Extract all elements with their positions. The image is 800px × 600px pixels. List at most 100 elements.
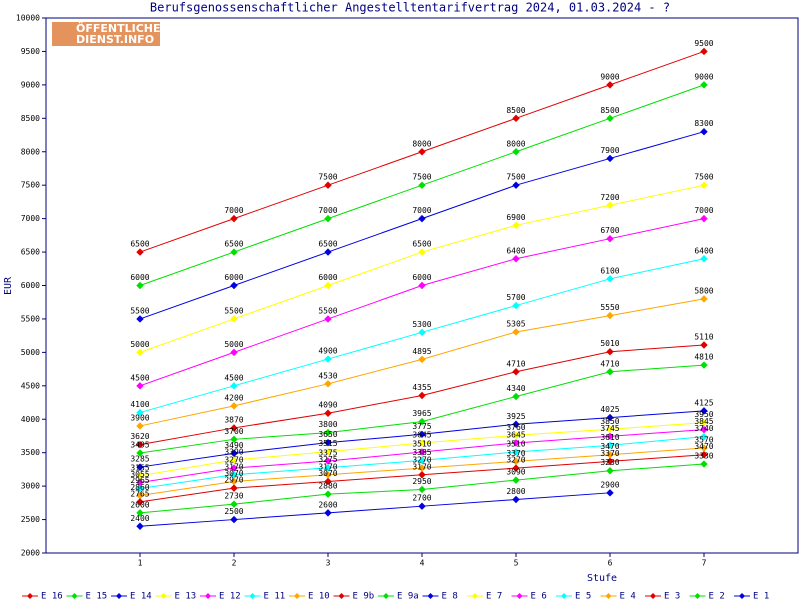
point	[324, 409, 332, 417]
data-label: 2970	[224, 476, 243, 485]
series: 6500 7000 7500 8000 8500 9000 9500 E_16	[22, 39, 714, 600]
legend-label: E_12	[219, 592, 241, 600]
y-tick-label: 9000	[21, 80, 40, 89]
data-label: 3850	[600, 417, 619, 426]
data-label: 5000	[130, 340, 149, 349]
point	[230, 484, 238, 492]
point	[606, 311, 614, 320]
data-label: 4710	[600, 359, 619, 368]
data-label: 2950	[412, 477, 431, 486]
data-label: 8500	[600, 106, 619, 115]
data-label: 3385	[412, 448, 431, 457]
data-label: 7200	[600, 193, 619, 202]
legend-marker	[294, 593, 300, 599]
logo-line: ÖFFENTLICHER	[76, 21, 169, 35]
y-tick-label: 7500	[21, 181, 40, 190]
x-tick-label: 4	[420, 559, 425, 568]
point	[418, 328, 426, 337]
legend-label: E_11	[264, 592, 286, 600]
data-label: 3510	[506, 440, 525, 449]
data-label: 2965	[130, 476, 149, 485]
point	[230, 424, 238, 432]
point	[418, 281, 426, 290]
data-label: 3375	[318, 449, 337, 458]
point	[512, 148, 520, 156]
legend-marker	[27, 593, 33, 599]
data-label: 3090	[506, 468, 525, 477]
point	[512, 431, 520, 440]
point	[324, 315, 332, 323]
x-axis-label: Stufe	[587, 573, 617, 584]
data-label: 4100	[130, 400, 149, 409]
point	[512, 495, 520, 504]
chart-title: Berufsgenossenschaftlicher Angestelltent…	[150, 1, 670, 15]
point	[418, 502, 426, 510]
legend-label: E_15	[86, 592, 108, 600]
data-label: 8500	[506, 106, 525, 115]
data-label: 3470	[600, 442, 619, 451]
series: 4100 4500 4900 5300 5700 6100 6400 E_11	[130, 246, 713, 600]
point	[700, 425, 708, 434]
point	[230, 382, 238, 390]
data-label: 3170	[412, 462, 431, 471]
legend-label: E_1	[753, 592, 769, 600]
point	[512, 368, 520, 376]
point	[136, 522, 144, 530]
data-label: 4500	[130, 373, 149, 382]
logo-box	[52, 22, 160, 46]
legend-marker	[605, 593, 612, 599]
y-tick-label: 5000	[21, 348, 40, 357]
point	[606, 368, 614, 376]
data-label: 7000	[224, 206, 243, 215]
legend-label: E_7	[486, 592, 502, 600]
point	[700, 432, 708, 441]
legend-marker	[205, 593, 211, 599]
point	[700, 47, 708, 56]
data-label: 4200	[224, 393, 243, 402]
data-label: 3965	[412, 409, 431, 418]
data-label: 5300	[412, 320, 431, 329]
legend-label: E_6	[531, 592, 547, 600]
y-tick-label: 10000	[16, 14, 40, 23]
data-label: 2900	[600, 480, 619, 489]
data-label: 4125	[694, 398, 713, 407]
point	[230, 515, 238, 524]
point	[606, 425, 614, 433]
legend-label: E_5	[575, 592, 591, 600]
point	[230, 402, 238, 410]
data-label: 5550	[600, 303, 619, 312]
point	[512, 181, 520, 189]
data-label: 3230	[600, 458, 619, 467]
y-tick-label: 2000	[21, 549, 40, 558]
point	[324, 438, 332, 447]
data-label: 8300	[694, 119, 713, 128]
data-label: 3800	[318, 420, 337, 429]
point	[136, 422, 144, 430]
point	[606, 467, 614, 475]
data-label: 7000	[694, 206, 713, 215]
data-label: 6500	[412, 240, 431, 249]
point	[136, 498, 144, 506]
point	[700, 407, 708, 415]
legend-label: E_9b	[353, 592, 375, 600]
data-label: 3155	[130, 463, 149, 472]
point	[512, 114, 520, 123]
point	[230, 281, 238, 290]
data-label: 3610	[600, 433, 619, 442]
data-label: 2500	[224, 507, 243, 516]
point	[324, 214, 332, 223]
data-label: 8000	[506, 139, 525, 148]
y-tick-label: 6000	[21, 281, 40, 290]
x-tick-label: 7	[702, 559, 707, 568]
point	[136, 484, 144, 493]
y-tick-label: 8000	[21, 147, 40, 156]
data-label: 5010	[600, 339, 619, 348]
data-label: 3775	[412, 422, 431, 431]
point	[418, 148, 426, 156]
data-label: 5305	[506, 319, 525, 328]
point	[324, 477, 332, 486]
point	[512, 420, 520, 428]
data-label: 2860	[130, 483, 149, 492]
